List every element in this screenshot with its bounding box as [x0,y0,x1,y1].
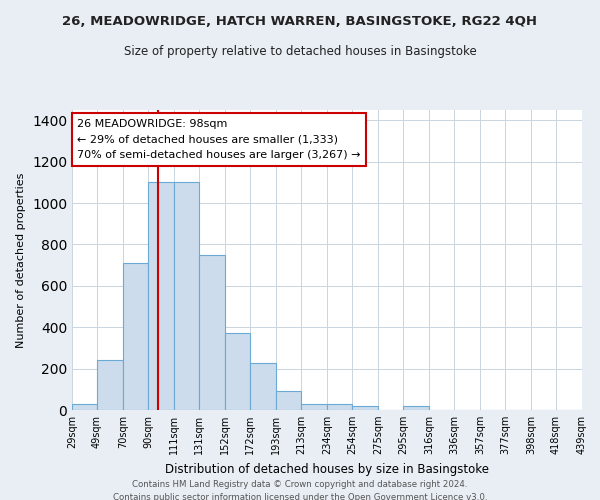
Text: 26 MEADOWRIDGE: 98sqm
← 29% of detached houses are smaller (1,333)
70% of semi-d: 26 MEADOWRIDGE: 98sqm ← 29% of detached … [77,119,361,160]
Bar [250,364,276,410]
Bar [301,404,327,410]
Text: Contains public sector information licensed under the Open Government Licence v3: Contains public sector information licen… [113,492,487,500]
Bar [148,182,174,410]
Bar [97,360,123,410]
Y-axis label: Number of detached properties: Number of detached properties [16,172,26,348]
Bar [199,255,225,410]
Bar [352,406,378,410]
Bar [327,404,352,410]
Text: 26, MEADOWRIDGE, HATCH WARREN, BASINGSTOKE, RG22 4QH: 26, MEADOWRIDGE, HATCH WARREN, BASINGSTO… [62,15,538,28]
Bar [225,334,250,410]
Text: Contains HM Land Registry data © Crown copyright and database right 2024.: Contains HM Land Registry data © Crown c… [132,480,468,489]
Bar [123,263,148,410]
X-axis label: Distribution of detached houses by size in Basingstoke: Distribution of detached houses by size … [165,462,489,475]
Bar [72,404,97,410]
Bar [276,392,301,410]
Bar [174,182,199,410]
Bar [403,406,429,410]
Text: Size of property relative to detached houses in Basingstoke: Size of property relative to detached ho… [124,45,476,58]
